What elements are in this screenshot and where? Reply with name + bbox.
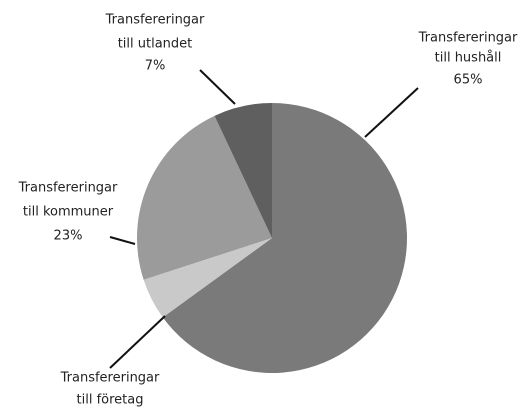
pie-slice xyxy=(143,238,272,318)
leader-line xyxy=(199,69,236,105)
slice-label: till företag xyxy=(77,393,144,408)
pie-slice xyxy=(137,115,272,280)
leader-line xyxy=(109,236,136,245)
slice-label: till utlandet xyxy=(118,37,193,52)
slice-label: till kommuner xyxy=(23,205,114,220)
pie-slice xyxy=(214,103,272,238)
value-label: 23% xyxy=(54,229,83,244)
slice-label: Transfereringar xyxy=(60,371,160,386)
pie-slice xyxy=(162,103,407,373)
slice-label: till hushåll xyxy=(435,51,502,66)
leader-line xyxy=(109,315,166,369)
value-label: 7% xyxy=(145,59,166,74)
slice-label: Transfereringar xyxy=(418,31,518,46)
slice-label: Transfereringar xyxy=(18,181,118,196)
value-label: 65% xyxy=(454,73,483,88)
slice-label: Transfereringar xyxy=(105,13,205,28)
leader-line xyxy=(364,87,419,138)
